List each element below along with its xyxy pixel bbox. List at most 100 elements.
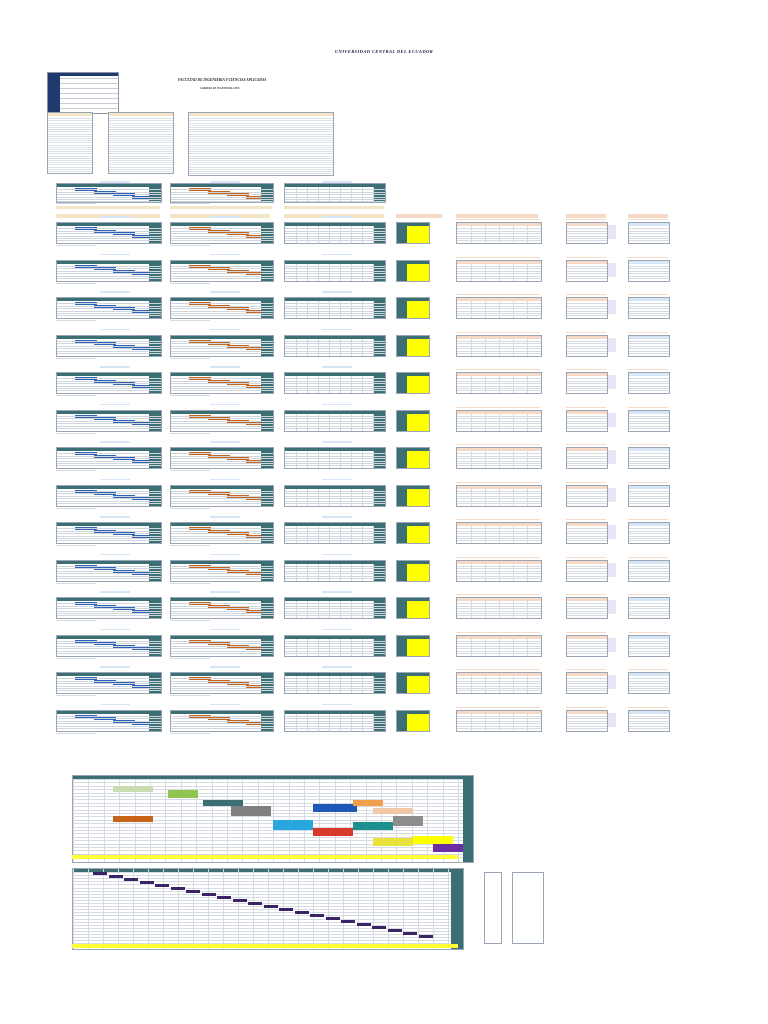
side-title-bar (628, 556, 668, 558)
link-column (608, 487, 616, 502)
diagonal-cell (246, 309, 268, 313)
panel-side (261, 301, 273, 318)
diagonal-cell (132, 272, 154, 275)
schedule-block (433, 844, 463, 852)
side-table-b (566, 484, 608, 507)
panel-side (149, 563, 161, 581)
diagonal-cell (341, 920, 355, 923)
middle-panel (170, 447, 274, 469)
block-title-bar (100, 591, 130, 593)
panel-side (149, 676, 161, 693)
matrix-footer-bar (72, 944, 458, 948)
panel-footer-bar (170, 470, 210, 471)
panel-side (261, 338, 273, 356)
block-title-bar (322, 366, 352, 368)
small-panel (396, 297, 430, 319)
side-title-bar (456, 369, 540, 371)
panel-side (149, 301, 161, 318)
schedule-footer-bar (72, 855, 458, 859)
panel-header (285, 373, 385, 376)
left-panel (56, 447, 162, 469)
panel-header (457, 710, 541, 714)
panel-header (171, 560, 273, 564)
diagonal-cell (246, 195, 268, 199)
link-column (608, 337, 616, 352)
diagonal-cell (246, 534, 268, 538)
side-table-c (628, 672, 670, 694)
teal-col (397, 301, 407, 318)
panel-side (373, 451, 385, 468)
panel-header (57, 523, 161, 526)
schedule-block (113, 816, 153, 822)
left-panel (56, 222, 162, 244)
block-title-bar (322, 628, 352, 631)
teal-col (397, 488, 407, 506)
panel-header (57, 673, 161, 676)
diagonal-cell (113, 607, 135, 610)
panel-footer-bar (170, 282, 210, 284)
panel-header (171, 598, 273, 601)
panel-header (457, 260, 541, 264)
yellow-col (407, 526, 429, 543)
diagonal-cell (132, 422, 154, 425)
panel-header (285, 523, 385, 526)
diagonal-cell (356, 923, 371, 926)
section-bar (456, 214, 538, 218)
link-column (608, 525, 616, 539)
panel-side (373, 526, 385, 543)
side-table-a (456, 334, 542, 357)
diagonal-cell (227, 382, 249, 385)
link-column (608, 412, 616, 427)
side-table-c (628, 484, 670, 507)
diagonal-cell (113, 682, 135, 685)
diagonal-cell (113, 193, 135, 196)
block-title-bar (100, 516, 130, 518)
panel-header (567, 410, 607, 414)
small-panel (396, 709, 430, 732)
panel-side (261, 413, 273, 431)
side-table-c (628, 597, 670, 619)
panel-header (285, 598, 385, 601)
panel-header (567, 710, 607, 714)
diagonal-cell (132, 572, 154, 575)
diagonal-cell (325, 917, 340, 920)
matrix-side-table-a (484, 872, 502, 944)
panel-header (57, 485, 161, 489)
panel-footer-bar (170, 695, 210, 696)
left-panel (56, 597, 162, 619)
diagonal-cell (113, 644, 135, 648)
panel-side (149, 713, 161, 731)
panel-header (397, 335, 429, 339)
side-table-a (456, 672, 542, 694)
panel-header (629, 298, 669, 301)
panel-header (397, 635, 429, 639)
diagonal-cell (294, 911, 309, 914)
side-table-c (628, 222, 670, 244)
side-title-bar (456, 519, 540, 521)
middle-panel (170, 409, 274, 432)
diagonal-cell (227, 532, 249, 535)
side-table-a (456, 522, 542, 544)
middle-panel (170, 634, 274, 657)
panel-footer-bar (170, 432, 210, 434)
panel-header (397, 560, 429, 564)
row-block (0, 666, 768, 706)
panel-side (373, 263, 385, 281)
diagonal-cell (113, 269, 135, 273)
teal-col (397, 226, 407, 243)
right-panel (284, 559, 386, 582)
block-title-bar (322, 478, 352, 481)
panel-header (397, 523, 429, 526)
side-title-bar (566, 219, 606, 221)
left-panel (56, 709, 162, 732)
panel-side (149, 601, 161, 618)
diagonal-cell (227, 607, 249, 610)
row-block (0, 628, 768, 669)
diagonal-cell (113, 232, 135, 235)
block-title-bar (210, 216, 240, 218)
panel-header (567, 260, 607, 264)
link-column (608, 637, 616, 652)
left-panel (56, 672, 162, 694)
small-panel (396, 597, 430, 619)
panel-header (397, 673, 429, 676)
